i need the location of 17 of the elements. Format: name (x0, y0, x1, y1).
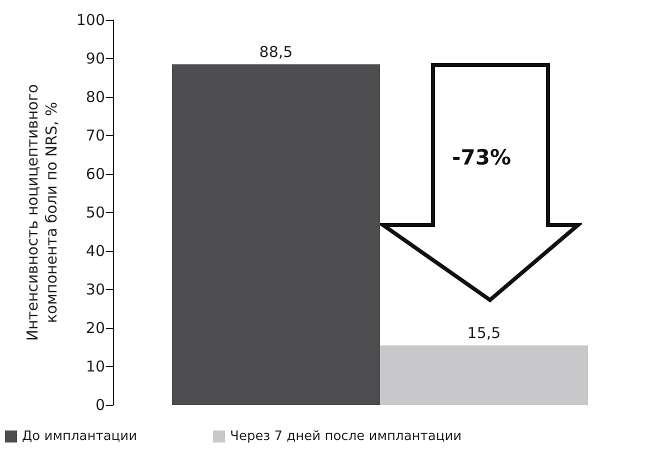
y-tick-label: 0 (95, 396, 105, 414)
y-tick-label: 10 (86, 358, 105, 376)
y-tick-label: 70 (86, 126, 105, 144)
y-tick-label: 60 (86, 165, 105, 183)
data-label: 15,5 (467, 324, 501, 342)
y-tick-label: 30 (86, 280, 105, 298)
y-tick-label: 80 (86, 88, 105, 106)
annotation: -73% (452, 146, 511, 170)
y-tick-label: 50 (86, 204, 105, 222)
y-axis-title: Интенсивность ноцицептивного компонента боли по NRS, % (24, 84, 60, 341)
y-tick-label: 90 (86, 50, 105, 68)
y-tick-label: 20 (86, 319, 105, 337)
y-tick-label: 100 (76, 11, 105, 29)
legend-label: Через 7 дней после имплантации (230, 429, 462, 444)
data-label: 88,5 (259, 42, 293, 61)
legend-label: До имплантации (22, 429, 138, 444)
y-tick-label: 40 (86, 242, 105, 260)
